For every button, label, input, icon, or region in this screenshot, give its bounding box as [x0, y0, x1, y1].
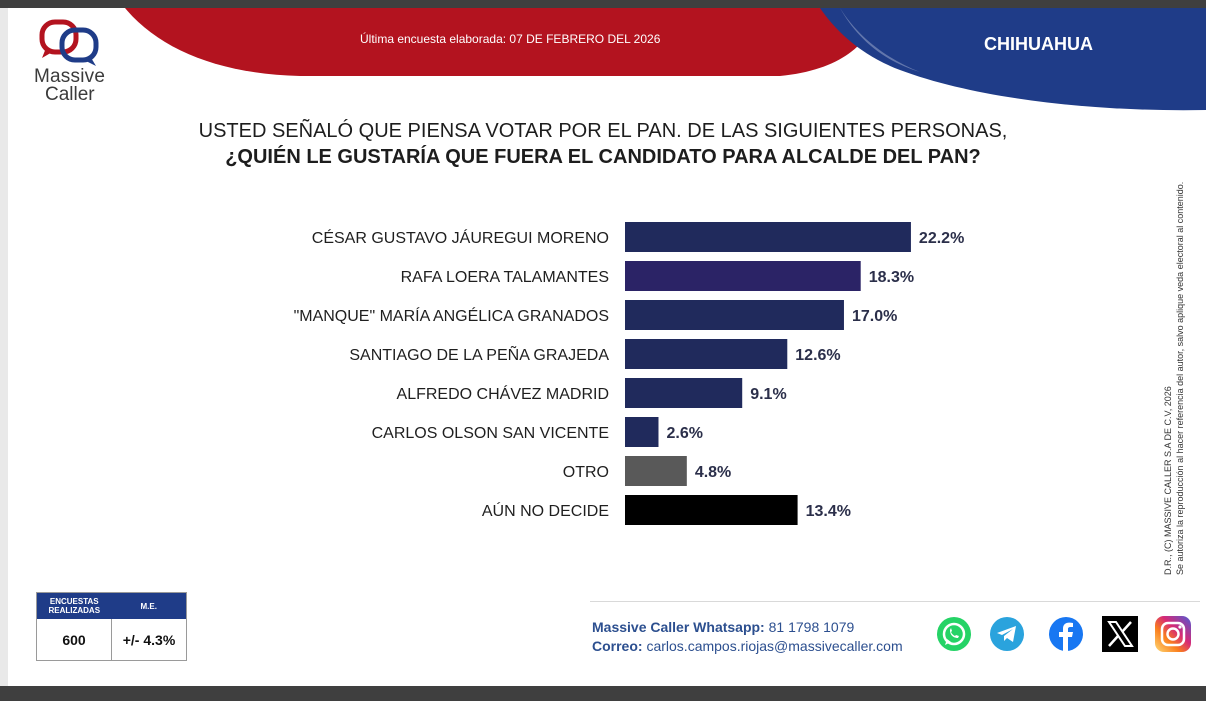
facebook-icon[interactable] — [1047, 615, 1085, 653]
bar — [625, 417, 659, 447]
email-contact: Correo: carlos.campos.riojas@massivecall… — [592, 638, 903, 654]
margin-error-value: +/- 4.3% — [122, 631, 176, 648]
survey-date: Última encuesta elaborada: 07 DE FEBRERO… — [360, 32, 661, 46]
bar-chart: CÉSAR GUSTAVO JÁUREGUI MORENO 22.2% RAFA L… — [294, 222, 964, 525]
telegram-icon[interactable] — [988, 615, 1026, 653]
logo-text-massive: Massive — [34, 66, 106, 87]
copyright-line-2: Se autoriza la reproducción al hacer ref… — [1175, 181, 1185, 575]
category-label: CARLOS OLSON SAN VICENTE — [372, 425, 609, 442]
bar — [625, 222, 911, 252]
copyright-note: D.R., (C) MASSIVE CALLER S.A DE C.V, 202… — [1162, 182, 1186, 575]
bottom-frame-bar — [0, 686, 1206, 701]
whatsapp-label: Massive Caller Whatsapp: — [592, 619, 765, 635]
bar — [625, 456, 687, 486]
value-label: 2.6% — [666, 425, 702, 442]
value-label: 22.2% — [919, 230, 964, 247]
value-label: 18.3% — [869, 269, 914, 286]
bar — [625, 261, 861, 291]
margin-error-header: M.E. — [140, 601, 157, 611]
email-address[interactable]: carlos.campos.riojas@massivecaller.com — [646, 638, 903, 654]
state-name: CHIHUAHUA — [984, 34, 1093, 54]
instagram-icon[interactable] — [1154, 615, 1192, 653]
question-line-1: USTED SEÑALÓ QUE PIENSA VOTAR POR EL PAN… — [198, 120, 1008, 142]
email-label: Correo: — [592, 638, 643, 654]
value-label: 9.1% — [750, 386, 786, 403]
contact-divider — [590, 601, 1200, 602]
left-frame-edge — [0, 8, 8, 686]
logo-text-caller: Caller — [45, 84, 95, 105]
value-label: 4.8% — [695, 464, 731, 481]
bar — [625, 339, 788, 369]
value-label: 12.6% — [795, 347, 840, 364]
bar — [625, 495, 798, 525]
x-icon[interactable] — [1101, 615, 1139, 653]
top-frame-bar — [0, 0, 1206, 8]
value-label: 17.0% — [852, 308, 897, 325]
whatsapp-icon[interactable] — [935, 615, 973, 653]
whatsapp-contact: Massive Caller Whatsapp: 81 1798 1079 — [592, 619, 854, 635]
bar — [625, 378, 743, 408]
category-label: AÚN NO DECIDE — [482, 501, 609, 520]
category-label: ALFREDO CHÁVEZ MADRID — [397, 384, 609, 403]
category-label: RAFA LOERA TALAMANTES — [401, 269, 609, 286]
question-line-2: ¿QUIÉN LE GUSTARÍA QUE FUERA EL CANDIDAT… — [225, 146, 981, 168]
category-label: SANTIAGO DE LA PEÑA GRAJEDA — [349, 344, 609, 364]
massive-caller-logo — [39, 19, 99, 66]
copyright-line-1: D.R., (C) MASSIVE CALLER S.A DE C.V, 202… — [1163, 386, 1173, 575]
whatsapp-number[interactable]: 81 1798 1079 — [768, 619, 855, 635]
category-label: CÉSAR GUSTAVO JÁUREGUI MORENO — [312, 228, 609, 247]
surveys-value: 600 — [37, 619, 112, 660]
survey-stats-table: ENCUESTAS REALIZADAS M.E. 600 +/- 4.3% — [36, 592, 187, 661]
category-label: "MANQUE" MARÍA ANGÉLICA GRANADOS — [294, 306, 609, 325]
surveys-header: ENCUESTAS REALIZADAS — [48, 597, 101, 615]
category-label: OTRO — [563, 464, 609, 481]
value-label: 13.4% — [806, 503, 851, 520]
header-banner — [125, 8, 1206, 111]
bar — [625, 300, 844, 330]
